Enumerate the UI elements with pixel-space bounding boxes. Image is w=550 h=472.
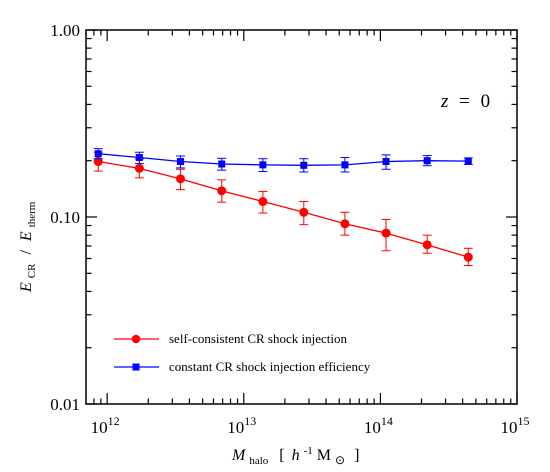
y-axis-numerator-sub: CR (26, 263, 38, 278)
data-point (134, 163, 144, 173)
y-axis-denominator-sub: therm (26, 201, 38, 227)
data-point (218, 160, 226, 168)
data-point (341, 161, 349, 169)
data-point (340, 219, 350, 229)
x-tick-label: 1013 (227, 414, 256, 437)
data-point (382, 158, 390, 166)
data-point (217, 186, 227, 196)
redshift-equals: = (459, 91, 470, 112)
plot-frame (85, 29, 518, 405)
x-axis-h: h (292, 447, 300, 464)
series-circle (93, 151, 473, 267)
x-axis-sun-symbol: ⊙ (335, 453, 345, 467)
x-tick-label-base: 10 (227, 418, 244, 437)
y-tick-label: 0.10 (50, 208, 80, 227)
data-point (423, 157, 431, 165)
legend-marker-red (131, 334, 141, 344)
x-tick-label-exponent: 14 (381, 414, 393, 428)
x-tick-label-exponent: 12 (108, 414, 120, 428)
series-line (98, 160, 469, 258)
x-axis-subscript: halo (249, 455, 268, 467)
y-tick-label: 1.00 (50, 21, 80, 40)
y-tick-label: 0.01 (50, 395, 80, 414)
x-axis-title: M halo [ h -1 M ⊙ ] (231, 441, 359, 468)
data-point (464, 157, 472, 165)
axis-ticks (85, 29, 518, 405)
x-axis-unit: M (317, 447, 331, 464)
x-tick-label: 1012 (91, 414, 120, 437)
x-tick-label-exponent: 13 (244, 414, 256, 428)
y-axis-denominator: E (18, 231, 35, 242)
y-axis-numerator: E (18, 282, 35, 293)
x-tick-label-base: 10 (91, 418, 108, 437)
data-point (258, 197, 268, 207)
legend-label-red: self-consistent CR shock injection (169, 331, 348, 346)
redshift-value: 0 (481, 91, 491, 112)
x-tick-label-exponent: 15 (518, 414, 530, 428)
data-point (176, 158, 184, 166)
data-point (463, 252, 473, 262)
redshift-symbol: z (440, 91, 449, 112)
legend: self-consistent CR shock injection const… (114, 331, 371, 374)
x-axis-bracket-close: ] (354, 447, 359, 464)
series-square (93, 148, 473, 173)
data-point (135, 154, 143, 162)
x-axis-bracket-open: [ (279, 447, 284, 464)
x-tick-label: 1015 (501, 414, 530, 437)
data-point (93, 157, 103, 167)
legend-label-blue: constant CR shock injection efficiency (169, 359, 371, 374)
x-tick-label-base: 10 (501, 418, 518, 437)
x-axis-symbol: M (231, 447, 247, 464)
data-point (175, 174, 185, 184)
data-point (94, 150, 102, 158)
data-point (259, 161, 267, 169)
data-point (422, 240, 432, 250)
data-point (299, 207, 309, 217)
series-layer (93, 148, 473, 267)
series-line (98, 153, 469, 166)
legend-marker-blue (132, 363, 140, 371)
data-point (381, 228, 391, 238)
data-point (300, 161, 308, 169)
y-axis-title: E CR / E therm (18, 201, 39, 293)
x-axis-h-exponent: -1 (304, 445, 313, 457)
redshift-annotation: z = 0 (440, 91, 490, 112)
y-axis-slash: / (18, 250, 35, 255)
x-tick-label-base: 10 (364, 418, 381, 437)
x-tick-label: 1014 (364, 414, 393, 437)
